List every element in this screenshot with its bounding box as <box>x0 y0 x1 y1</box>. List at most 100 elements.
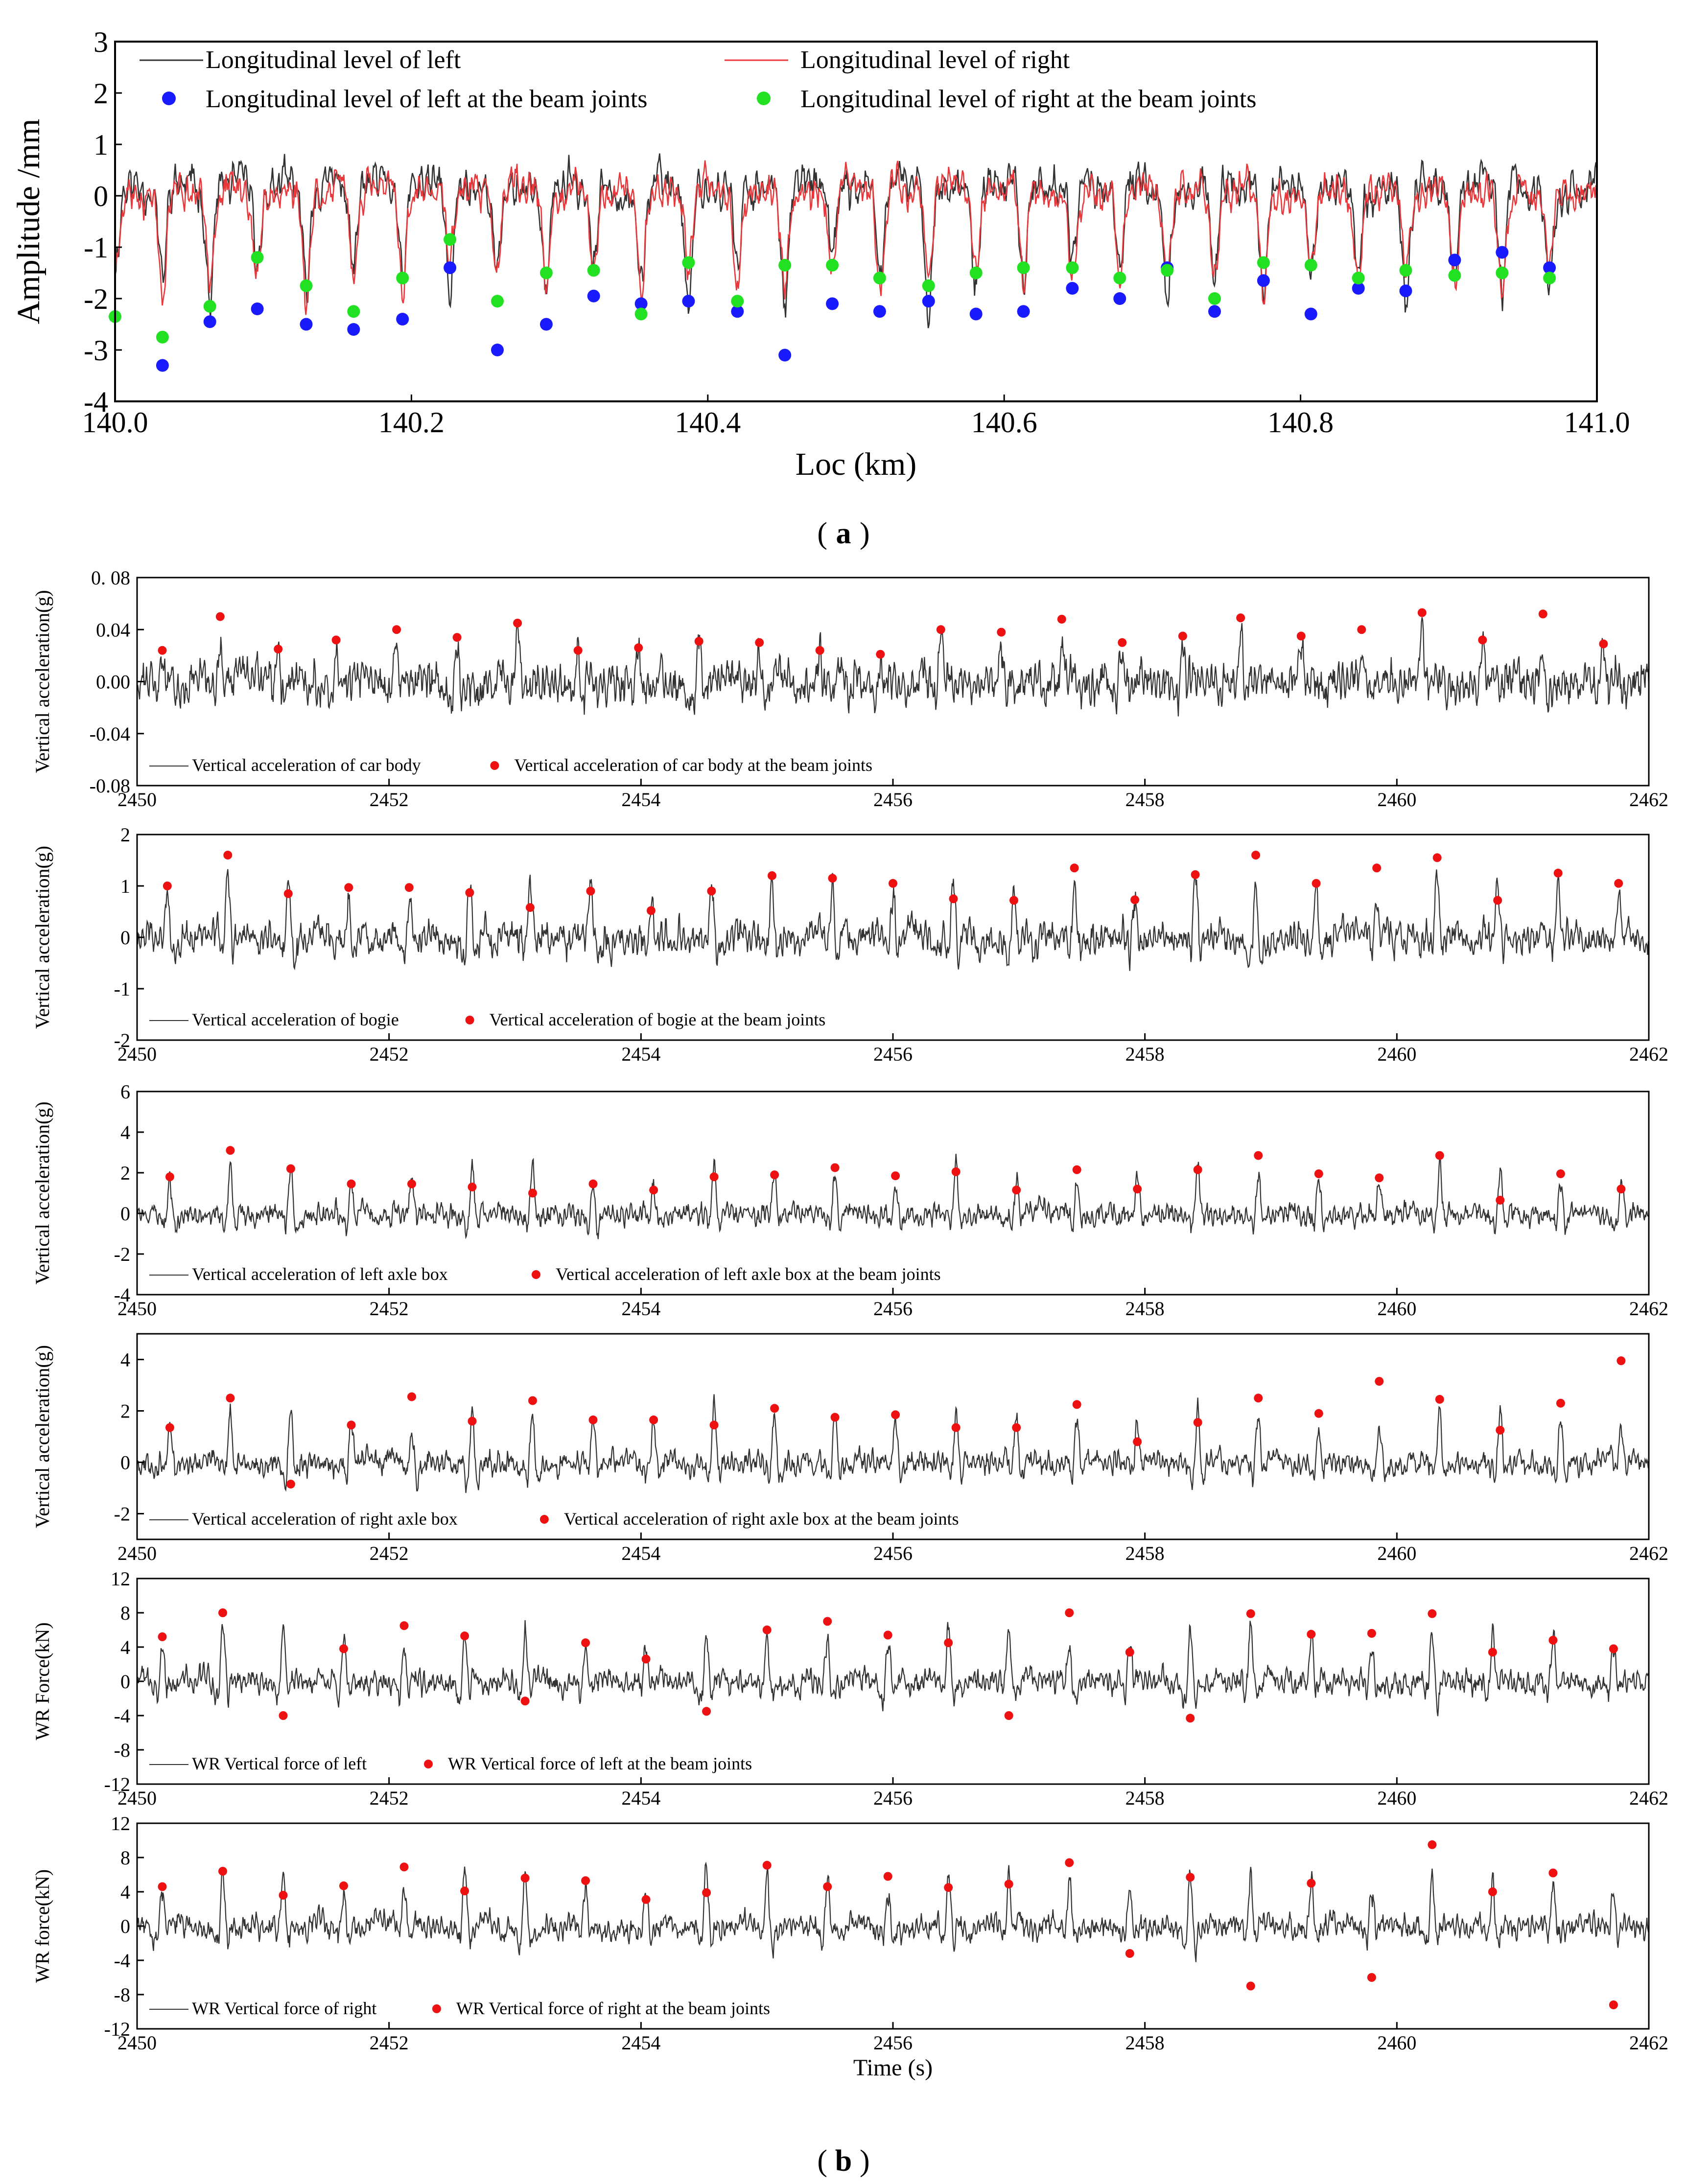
y-tick-label-a-7: -4 <box>84 386 108 418</box>
data-point-a-0-25 <box>1352 282 1365 295</box>
y-tick-label-b5-3: 0 <box>120 1671 130 1693</box>
data-point-b2-0-14 <box>1009 896 1018 905</box>
data-point-b6-0-22 <box>1488 1887 1497 1896</box>
x-tick-label-b3-6: 2462 <box>1629 1298 1668 1320</box>
data-point-b4-0-3 <box>347 1420 356 1430</box>
data-point-b3-0-7 <box>588 1179 598 1188</box>
legend-label-b5-1: WR Vertical force of left at the beam jo… <box>448 1754 752 1773</box>
series-line-b4-0 <box>137 1394 1649 1493</box>
data-point-b2-0-23 <box>1553 868 1563 878</box>
data-point-b5-0-12 <box>883 1630 892 1640</box>
y-tick-label-a-1: 2 <box>94 77 108 110</box>
data-point-a-0-1 <box>203 315 216 328</box>
y-tick-label-b5-2: 4 <box>120 1636 130 1658</box>
data-point-b3-0-17 <box>1193 1165 1202 1174</box>
data-point-b6-0-19 <box>1307 1879 1316 1888</box>
y-tick-label-b5-5: -8 <box>114 1739 130 1761</box>
y-tick-label-b2-1: 1 <box>120 875 130 897</box>
data-point-b1-0-13 <box>936 625 945 634</box>
chart-b4: 2450 2452 2454 2456 2458 2460 2462 4 2 0 -2 Vertica… <box>31 1333 1668 1564</box>
plot-frame-b6 <box>136 1822 1650 2030</box>
data-point-a-1-18 <box>969 266 983 279</box>
chart-b5: 2450 2452 2454 2456 2458 2460 2462 12 8 4 0 -4 -8 -12… <box>31 1568 1668 1809</box>
x-tick-label-b6-5: 2460 <box>1377 2032 1416 2054</box>
legend-label-b6-1: WR Vertical force of right at the beam j… <box>456 1998 770 2018</box>
x-axis-label-a: Loc (km) <box>796 446 916 482</box>
data-point-b4-0-19 <box>1314 1409 1323 1418</box>
y-tick-label-b5-1: 8 <box>120 1602 130 1624</box>
x-tick-label-b4-6: 2462 <box>1629 1542 1668 1564</box>
data-point-b5-0-9 <box>702 1707 711 1716</box>
x-tick-label-b4-2: 2454 <box>621 1542 660 1564</box>
data-point-a-1-7 <box>444 233 457 246</box>
data-point-b3-0-13 <box>951 1167 961 1176</box>
data-point-a-1-25 <box>1304 258 1317 272</box>
data-point-b1-0-19 <box>1296 631 1306 641</box>
data-point-a-1-9 <box>539 266 553 279</box>
legend-swatch-b1-1 <box>490 761 499 770</box>
legend-label-a-0: Longitudinal level of left <box>206 46 461 74</box>
data-point-b2-0-12 <box>889 879 897 888</box>
legend-swatch-b6-1 <box>432 2004 441 2013</box>
x-tick-label-b3-4: 2458 <box>1125 1298 1165 1320</box>
x-tick-label-b4-3: 2456 <box>873 1542 913 1564</box>
chart-b1: 2450 2452 2454 2456 2458 2460 2462 0. 08 0.04 0.0… <box>31 567 1668 811</box>
x-tick-label-b1-3: 2456 <box>873 789 913 811</box>
data-point-b5-0-24 <box>1609 1644 1618 1653</box>
data-point-b5-0-13 <box>944 1638 953 1648</box>
data-point-b5-0-4 <box>399 1621 409 1630</box>
x-tick-label-b1-5: 2460 <box>1377 789 1416 811</box>
data-point-b3-0-10 <box>770 1170 779 1180</box>
x-tick-label-a-1: 140.2 <box>378 406 445 439</box>
y-tick-label-b5-6: -12 <box>104 1773 130 1795</box>
y-tick-label-b2-0: 2 <box>120 824 130 846</box>
plot-area-b6 <box>137 1861 1649 1962</box>
data-point-b2-0-13 <box>949 894 958 904</box>
x-tick-label-a-4: 140.8 <box>1267 406 1334 439</box>
y-tick-label-b6-5: -8 <box>114 1984 130 2006</box>
data-point-b2-0-20 <box>1372 863 1382 873</box>
data-point-b1-0-4 <box>392 625 401 634</box>
data-point-a-0-20 <box>1113 292 1126 305</box>
data-point-b3-0-16 <box>1133 1185 1142 1194</box>
x-tick-label-b6-2: 2454 <box>621 2032 660 2054</box>
y-tick-label-b1-4: -0.08 <box>90 775 130 797</box>
data-point-b1-0-22 <box>1478 635 1487 645</box>
data-point-b2-0-7 <box>586 886 595 896</box>
data-point-b4-0-4 <box>407 1392 416 1401</box>
x-tick-label-b5-6: 2462 <box>1629 1787 1668 1809</box>
data-point-b6-0-24 <box>1609 2000 1618 2009</box>
data-point-a-0-29 <box>1543 261 1556 274</box>
data-point-b3-0-19 <box>1314 1169 1323 1179</box>
data-point-b1-0-20 <box>1357 625 1366 634</box>
data-point-b3-0-20 <box>1375 1173 1384 1183</box>
data-point-b2-0-2 <box>283 889 293 898</box>
data-point-b3-0-9 <box>709 1172 719 1182</box>
data-point-b6-0-17 <box>1186 1873 1195 1882</box>
data-point-b6-0-14 <box>1004 1880 1013 1889</box>
data-point-a-1-21 <box>1113 272 1126 284</box>
data-point-b2-0-4 <box>404 883 414 892</box>
x-tick-label-b1-1: 2452 <box>370 789 409 811</box>
data-point-b5-0-22 <box>1488 1648 1497 1657</box>
data-point-b4-0-24 <box>1617 1356 1626 1366</box>
y-tick-label-b3-4: -2 <box>114 1243 130 1265</box>
y-axis-label-b3: Vertical acceleration(g) <box>31 1101 53 1284</box>
data-point-a-1-10 <box>587 264 600 277</box>
y-tick-label-b4-0: 4 <box>120 1349 130 1371</box>
data-point-b4-0-8 <box>649 1415 658 1424</box>
y-axis-label-b6: WR force(kN) <box>31 1869 53 1983</box>
data-point-b6-0-0 <box>158 1882 167 1891</box>
data-point-a-0-11 <box>682 295 695 308</box>
data-point-a-0-14 <box>826 297 839 310</box>
data-point-a-0-4 <box>347 323 360 336</box>
y-tick-label-b4-2: 0 <box>120 1452 130 1474</box>
data-point-a-0-19 <box>1066 282 1079 295</box>
data-point-b1-0-9 <box>694 637 703 646</box>
data-point-b4-0-11 <box>830 1413 840 1422</box>
data-point-b5-0-14 <box>1004 1711 1013 1720</box>
y-tick-label-a-4: -1 <box>84 232 108 264</box>
legend-label-b3-0: Vertical acceleration of left axle box <box>192 1264 448 1284</box>
data-point-b3-0-11 <box>830 1163 840 1172</box>
data-point-a-0-6 <box>444 261 457 274</box>
